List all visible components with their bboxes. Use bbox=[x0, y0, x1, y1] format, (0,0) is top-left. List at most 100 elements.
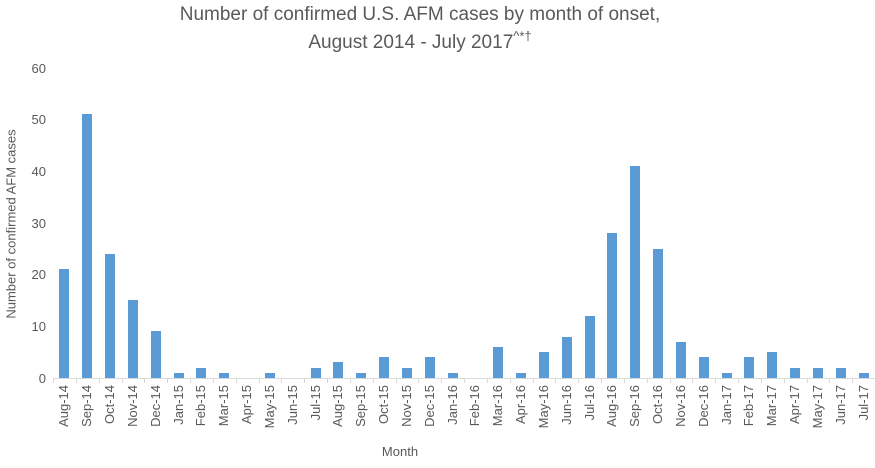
x-tick-label: Jul-16 bbox=[582, 385, 597, 421]
x-tick-mark bbox=[555, 379, 556, 383]
bar-Nov-16 bbox=[676, 342, 686, 378]
bar-Sep-15 bbox=[356, 373, 366, 378]
x-tick-label: Mar-17 bbox=[764, 385, 779, 427]
bar-Jan-16 bbox=[448, 373, 458, 378]
x-tick-label: Jul-17 bbox=[856, 385, 871, 421]
x-tick-label: Nov-15 bbox=[399, 385, 414, 427]
x-tick-label: Jun-17 bbox=[833, 385, 848, 425]
x-tick-label: Jun-15 bbox=[285, 385, 300, 425]
x-axis-title: Month bbox=[381, 444, 419, 459]
x-axis-line bbox=[53, 378, 875, 379]
y-tick-label: 30 bbox=[31, 215, 46, 231]
x-tick-mark bbox=[464, 379, 465, 383]
x-tick-label: Dec-16 bbox=[696, 385, 711, 427]
y-tick-label: 20 bbox=[31, 267, 46, 283]
bar-Jul-16 bbox=[585, 316, 595, 378]
x-tick-mark bbox=[761, 379, 762, 383]
bar-May-16 bbox=[539, 352, 549, 378]
x-tick-label: Jan-17 bbox=[719, 385, 734, 425]
x-tick-mark bbox=[441, 379, 442, 383]
bar-Feb-17 bbox=[744, 357, 754, 378]
bar-Jul-17 bbox=[859, 373, 869, 378]
x-tick-label: Apr-16 bbox=[513, 385, 528, 425]
x-tick-mark bbox=[304, 379, 305, 383]
y-tick-label: 40 bbox=[31, 163, 46, 179]
x-tick-label: Sep-16 bbox=[627, 385, 642, 427]
x-tick-label: Nov-14 bbox=[125, 385, 140, 427]
bar-Sep-16 bbox=[630, 166, 640, 378]
x-tick-mark bbox=[190, 379, 191, 383]
x-tick-mark bbox=[829, 379, 830, 383]
x-tick-label: Jan-15 bbox=[171, 385, 186, 425]
x-tick-label: Sep-15 bbox=[353, 385, 368, 427]
y-tick-label: 60 bbox=[31, 60, 46, 76]
bar-Dec-15 bbox=[425, 357, 435, 378]
bar-Mar-15 bbox=[219, 373, 229, 378]
x-tick-mark bbox=[236, 379, 237, 383]
x-tick-label: Feb-17 bbox=[741, 385, 756, 427]
x-tick-mark bbox=[510, 379, 511, 383]
bar-Feb-15 bbox=[196, 368, 206, 378]
bar-Sep-14 bbox=[82, 114, 92, 378]
x-tick-label: Jan-16 bbox=[445, 385, 460, 425]
bar-Apr-16 bbox=[516, 373, 526, 378]
bar-Dec-14 bbox=[151, 331, 161, 378]
x-tick-mark bbox=[144, 379, 145, 383]
x-tick-label: Apr-17 bbox=[787, 385, 802, 425]
bar-Oct-16 bbox=[653, 249, 663, 378]
y-tick-label: 10 bbox=[31, 318, 46, 334]
bar-Jan-15 bbox=[174, 373, 184, 378]
x-tick-label: Sep-14 bbox=[79, 385, 94, 427]
bar-Oct-15 bbox=[379, 357, 389, 378]
y-tick-label: 0 bbox=[38, 370, 46, 386]
x-tick-mark bbox=[578, 379, 579, 383]
x-tick-label: Oct-14 bbox=[102, 385, 117, 425]
x-tick-mark bbox=[624, 379, 625, 383]
x-tick-label: May-15 bbox=[262, 385, 277, 429]
x-tick-mark bbox=[647, 379, 648, 383]
x-tick-label: Feb-16 bbox=[467, 385, 482, 427]
x-tick-label: Dec-14 bbox=[148, 385, 163, 427]
x-tick-label: Jul-15 bbox=[308, 385, 323, 421]
x-tick-label: May-16 bbox=[536, 385, 551, 429]
x-tick-mark bbox=[122, 379, 123, 383]
x-tick-mark bbox=[533, 379, 534, 383]
chart-title-line2: August 2014 - July 2017^*† bbox=[0, 30, 840, 56]
y-tick-label: 50 bbox=[31, 112, 46, 128]
x-tick-mark bbox=[327, 379, 328, 383]
bar-Jan-17 bbox=[722, 373, 732, 378]
bar-Nov-14 bbox=[128, 300, 138, 378]
bar-Jun-17 bbox=[836, 368, 846, 378]
x-tick-mark bbox=[784, 379, 785, 383]
x-tick-label: Aug-14 bbox=[56, 385, 71, 427]
x-tick-mark bbox=[670, 379, 671, 383]
x-tick-mark bbox=[167, 379, 168, 383]
bar-Mar-17 bbox=[767, 352, 777, 378]
x-tick-mark bbox=[487, 379, 488, 383]
x-tick-label: Dec-15 bbox=[422, 385, 437, 427]
x-tick-mark bbox=[715, 379, 716, 383]
x-tick-label: Mar-16 bbox=[490, 385, 505, 427]
x-tick-label: Oct-15 bbox=[376, 385, 391, 425]
bar-Apr-17 bbox=[790, 368, 800, 378]
x-tick-mark bbox=[281, 379, 282, 383]
bar-Jun-16 bbox=[562, 337, 572, 378]
x-tick-mark bbox=[396, 379, 397, 383]
x-tick-mark bbox=[53, 379, 54, 383]
bar-Oct-14 bbox=[105, 254, 115, 378]
x-tick-mark bbox=[99, 379, 100, 383]
x-tick-label: Oct-16 bbox=[650, 385, 665, 425]
x-tick-mark bbox=[692, 379, 693, 383]
x-tick-mark bbox=[852, 379, 853, 383]
bar-Dec-16 bbox=[699, 357, 709, 378]
x-tick-mark bbox=[76, 379, 77, 383]
bar-Nov-15 bbox=[402, 368, 412, 378]
chart-title-line1: Number of confirmed U.S. AFM cases by mo… bbox=[179, 4, 661, 25]
chart-title-superscript: ^*† bbox=[513, 28, 532, 44]
x-tick-label: Mar-15 bbox=[216, 385, 231, 427]
x-tick-mark bbox=[259, 379, 260, 383]
x-tick-label: Nov-16 bbox=[673, 385, 688, 427]
x-tick-mark bbox=[418, 379, 419, 383]
x-tick-mark bbox=[213, 379, 214, 383]
